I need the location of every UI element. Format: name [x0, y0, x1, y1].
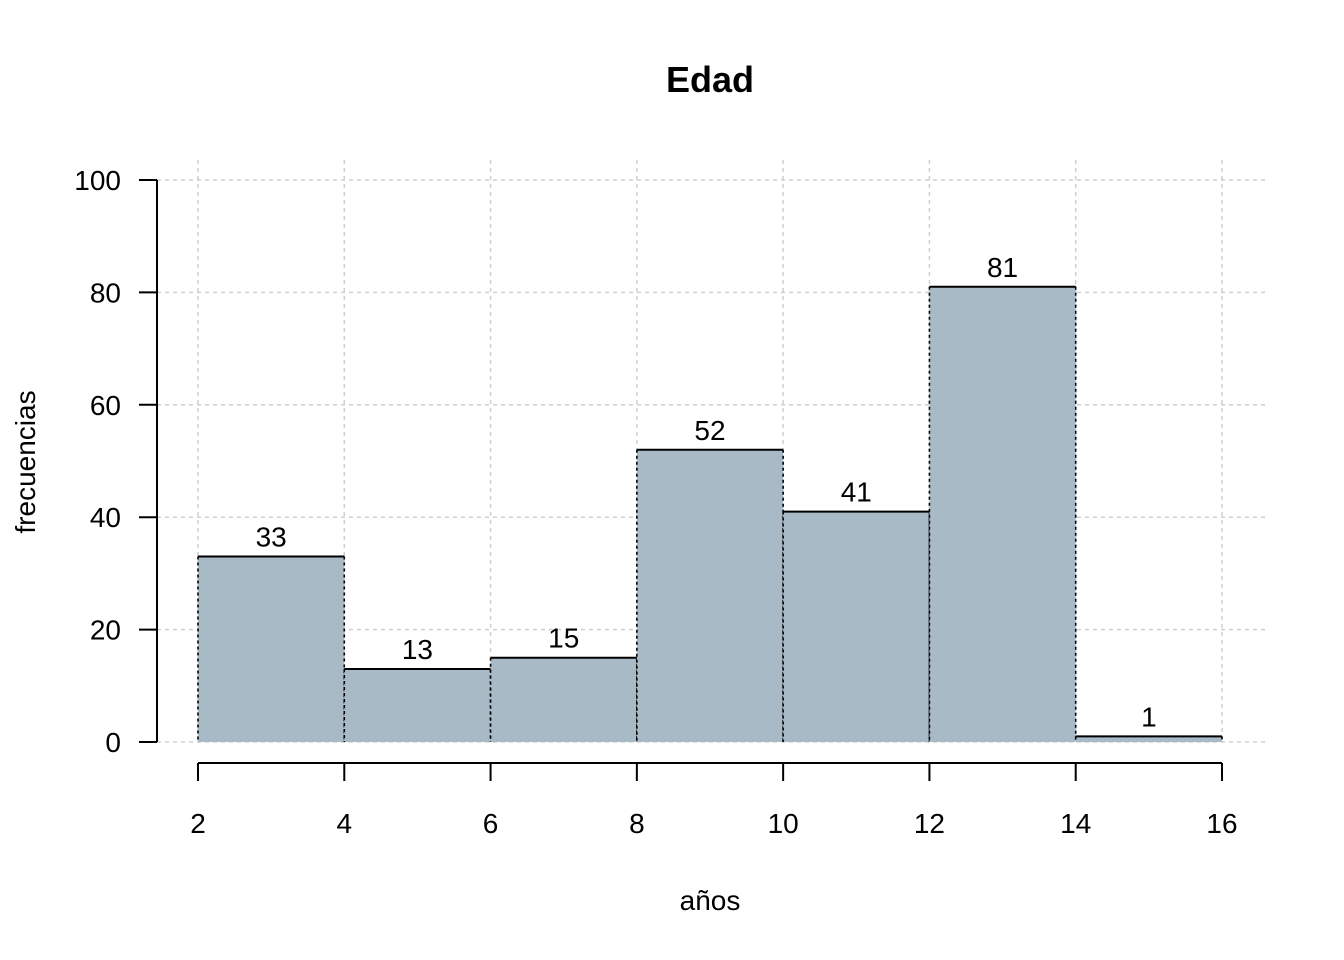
- y-tick-label: 40: [90, 502, 121, 533]
- y-tick-label: 0: [105, 727, 121, 758]
- data-labels: 33 13 15 52 41 81 1: [256, 252, 1157, 733]
- histogram-bar: [636, 449, 784, 742]
- x-tick-label: 2: [190, 808, 206, 839]
- histogram-bar: [198, 556, 345, 742]
- bar-value-label: 13: [402, 634, 433, 665]
- histogram-bar: [929, 286, 1076, 742]
- x-tick-label: 14: [1060, 808, 1091, 839]
- bar-value-label: 33: [256, 522, 287, 553]
- histogram-bar: [344, 668, 491, 742]
- bar-value-label: 52: [694, 415, 725, 446]
- y-tick-label: 60: [90, 390, 121, 421]
- x-tick-label: 12: [914, 808, 945, 839]
- bar-value-label: 41: [841, 477, 872, 508]
- x-tick-label: 8: [629, 808, 645, 839]
- histogram-bar: [1075, 736, 1222, 742]
- bar-value-label: 15: [548, 623, 579, 654]
- histogram-bar: [783, 511, 930, 742]
- y-tick-label: 80: [90, 277, 121, 308]
- bar-value-label: 81: [987, 252, 1018, 283]
- x-axis-title: años: [680, 885, 741, 916]
- axes: 0 20 40 60 80 100 2 4 6 8 10 12 14 16: [74, 165, 1237, 839]
- x-tick-label: 4: [336, 808, 352, 839]
- x-tick-label: 6: [483, 808, 499, 839]
- bar-value-label: 1: [1141, 701, 1157, 732]
- x-tick-label: 16: [1206, 808, 1237, 839]
- bars: [197, 285, 1223, 742]
- y-tick-label: 100: [74, 165, 121, 196]
- x-tick-label: 10: [768, 808, 799, 839]
- chart-title: Edad: [666, 59, 754, 100]
- histogram-bar: [490, 657, 637, 742]
- y-axis-title: frecuencias: [10, 390, 41, 533]
- y-tick-label: 20: [90, 615, 121, 646]
